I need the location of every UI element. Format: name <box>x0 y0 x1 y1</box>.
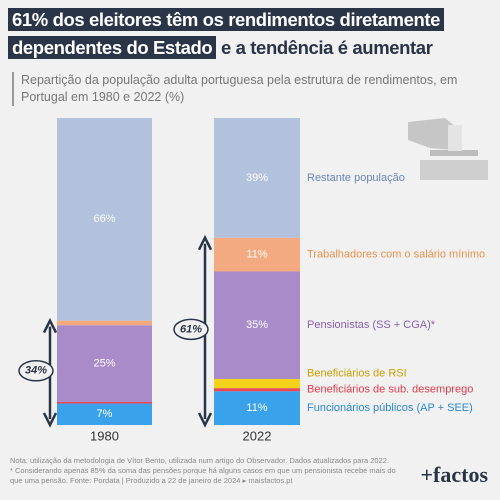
note: Nota: utilização da metodologia de Vítor… <box>10 456 389 465</box>
notes: Nota: utilização da metodologia de Vítor… <box>10 456 400 486</box>
annotation-bubble <box>173 318 209 341</box>
title: 61% dos eleitores têm os rendimentos dir… <box>8 6 494 62</box>
legend-label: Beneficiários de RSI <box>307 368 407 380</box>
bar-segment <box>214 271 300 379</box>
ballot-box <box>420 160 488 180</box>
bar-segment <box>57 320 152 326</box>
annotation: 61% <box>180 323 202 335</box>
logo: +factos <box>420 462 488 487</box>
value-label: 7% <box>97 408 113 420</box>
ballot-slot <box>430 150 478 156</box>
ballot-icon <box>408 118 488 180</box>
subtitle: Repartição da população adulta portugues… <box>12 72 491 106</box>
annotation-bubble <box>18 360 54 382</box>
legend-label: Pensionistas (SS + CGA)* <box>307 319 436 331</box>
value-label: 35% <box>246 319 268 331</box>
value-label: 11% <box>246 402 267 414</box>
bar-segment <box>57 325 152 402</box>
legend-label: Trabalhadores com o salário mínimo <box>307 249 485 261</box>
arrow-head <box>42 412 58 428</box>
bar-segment <box>214 388 300 392</box>
annotation: 34% <box>25 365 47 377</box>
legend-label: Restante população <box>307 172 405 184</box>
legend-label: Beneficiários de sub. desemprego <box>307 384 473 396</box>
legend-label: Funcionários públicos (AP + SEE) <box>307 402 473 414</box>
bar-segment <box>57 403 152 425</box>
bar-segment <box>57 118 152 321</box>
value-label: 66% <box>93 213 115 225</box>
arrow-head <box>42 317 58 334</box>
bar-segment <box>214 237 300 272</box>
value-label: 11% <box>246 249 267 261</box>
ballot-paper <box>448 125 462 151</box>
bar-segment <box>214 391 300 425</box>
bar-segment <box>214 378 300 389</box>
value-label: 39% <box>246 172 268 184</box>
value-label: 25% <box>93 358 115 370</box>
arrow-head <box>197 234 213 251</box>
bar-segment <box>214 118 300 238</box>
x-tick-label: 2022 <box>243 428 272 443</box>
note: * Considerando apenas 85% da soma das pe… <box>10 466 396 485</box>
bar-segment <box>57 401 152 404</box>
x-tick-label: 1980 <box>90 428 119 443</box>
title-rest: e a tendência é aumentar <box>221 37 433 58</box>
arrow-head <box>197 412 213 428</box>
